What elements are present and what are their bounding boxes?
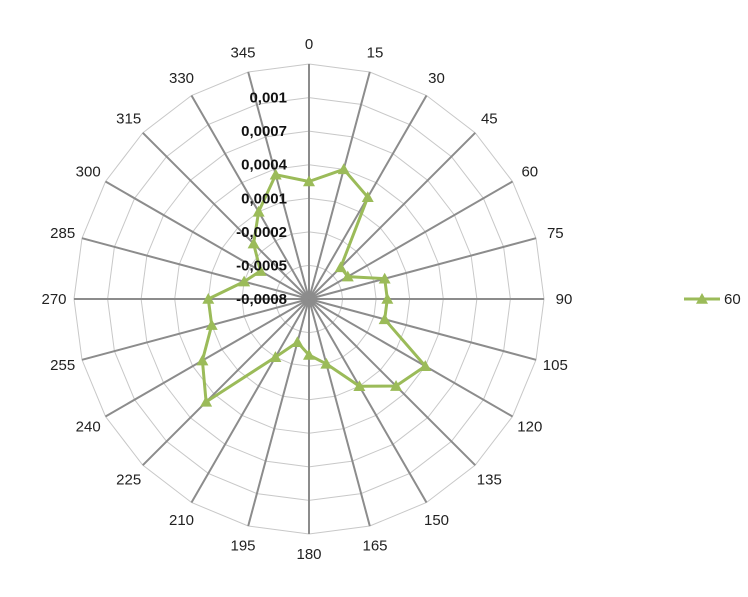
- data-point-marker: [381, 293, 394, 304]
- angle-label: 90: [556, 291, 573, 308]
- spoke: [308, 71, 371, 300]
- spoke: [190, 94, 310, 300]
- spoke: [142, 132, 310, 300]
- radial-tick-label: -0,0008: [236, 291, 287, 308]
- spoke: [104, 180, 310, 300]
- angle-label: 165: [362, 537, 387, 554]
- angle-label: 0: [305, 36, 313, 53]
- angle-label: 120: [517, 419, 542, 436]
- angle-label: 15: [367, 45, 384, 62]
- data-point-marker: [202, 293, 215, 304]
- spoke: [81, 237, 310, 300]
- data-point-marker: [269, 351, 282, 362]
- angle-label: 75: [547, 225, 564, 242]
- radial-tick-label: -0,0005: [236, 257, 287, 274]
- spoke: [308, 298, 514, 418]
- spoke: [308, 132, 476, 300]
- data-point-marker: [378, 313, 391, 325]
- angle-label: 240: [76, 419, 101, 436]
- data-point-marker: [247, 237, 260, 249]
- spoke: [190, 298, 310, 504]
- data-point-marker: [353, 380, 366, 392]
- series-layer: [196, 163, 432, 407]
- legend: 60: [684, 291, 741, 308]
- spoke: [247, 298, 310, 527]
- legend-label: 60: [724, 291, 741, 308]
- spoke: [247, 71, 310, 300]
- data-point-marker: [200, 395, 213, 407]
- angle-label: 315: [116, 111, 141, 128]
- angle-label: 270: [41, 291, 66, 308]
- angle-label: 105: [543, 357, 568, 374]
- radial-tick-label: 0,0007: [241, 123, 287, 140]
- data-point-marker: [320, 357, 333, 369]
- angle-label: 30: [428, 70, 445, 87]
- spoke: [81, 298, 310, 361]
- data-point-marker: [303, 348, 315, 360]
- data-point-marker: [254, 265, 267, 276]
- angle-label: 135: [477, 471, 502, 488]
- angle-labels: 0 15 30 45 60 75 90 105 120 135 150 165 180 195 210 225…: [41, 36, 572, 563]
- data-point-marker: [334, 261, 347, 273]
- data-point-marker: [196, 354, 209, 366]
- spoke: [308, 237, 537, 300]
- data-point-marker: [337, 163, 350, 175]
- radial-labels: -0,0008 -0,0005 -0,0002 0,0001 0,0004 0,0007 0…: [236, 90, 288, 308]
- angle-label: 300: [76, 164, 101, 181]
- radial-tick-label: 0,001: [249, 90, 287, 107]
- angle-label: 195: [230, 537, 255, 554]
- radial-tick-label: 0,0001: [241, 190, 287, 207]
- spoke: [104, 298, 310, 418]
- angle-label: 330: [169, 70, 194, 87]
- spoke: [308, 298, 428, 504]
- angle-label: 225: [116, 471, 141, 488]
- legend-marker: [696, 293, 708, 304]
- spoke: [308, 298, 371, 527]
- angle-label: 255: [50, 357, 75, 374]
- radial-tick-label: 0,0004: [241, 157, 288, 174]
- data-point-marker: [341, 270, 354, 282]
- data-point-marker: [361, 191, 374, 203]
- spoke: [308, 298, 476, 466]
- angle-label: 345: [230, 45, 255, 62]
- data-point-marker: [419, 360, 432, 371]
- data-point-marker: [252, 205, 265, 217]
- data-point-marker: [303, 175, 315, 187]
- data-point-marker: [205, 319, 218, 330]
- data-point-marker: [390, 380, 403, 391]
- angle-label: 180: [296, 546, 321, 563]
- angle-label: 60: [521, 164, 538, 181]
- data-point-marker: [238, 275, 251, 287]
- data-point-marker: [269, 168, 282, 180]
- data-point-marker: [378, 272, 391, 284]
- data-point-marker: [291, 336, 304, 348]
- angle-label: 150: [424, 512, 449, 529]
- spoke: [142, 298, 310, 466]
- angle-label: 45: [481, 111, 498, 128]
- spoke: [308, 180, 514, 300]
- radial-tick-label: -0,0002: [236, 224, 287, 241]
- spokes: [74, 64, 544, 534]
- angle-label: 285: [50, 225, 75, 242]
- angle-label: 210: [169, 512, 194, 529]
- spoke: [308, 298, 537, 361]
